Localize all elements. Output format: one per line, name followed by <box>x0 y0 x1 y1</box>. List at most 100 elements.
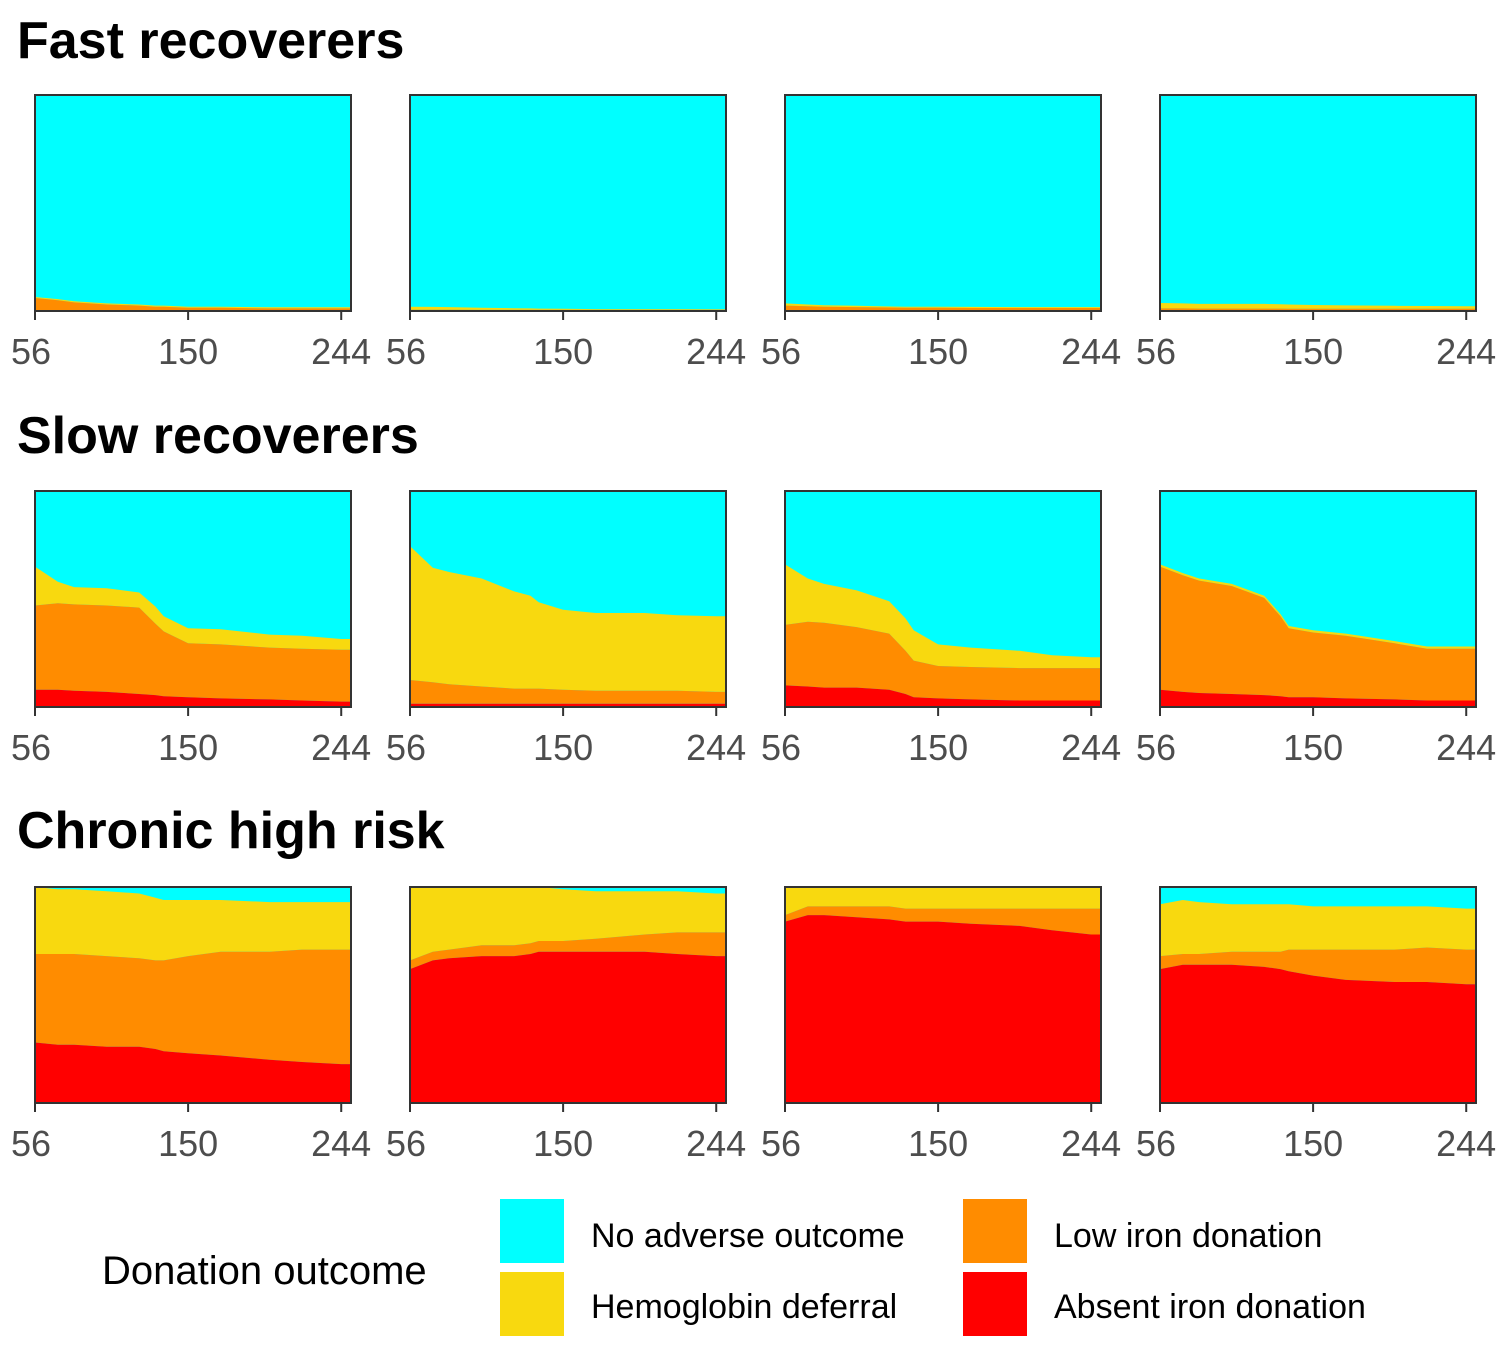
legend: Donation outcome No adverse outcome Hemo… <box>102 1199 1366 1336</box>
panel-border <box>784 490 1102 708</box>
panel-border <box>409 886 727 1104</box>
area-low <box>410 680 726 704</box>
x-tick-label: 56 <box>386 727 426 768</box>
area-absent <box>1160 964 1476 1103</box>
x-tick-label: 56 <box>1136 727 1176 768</box>
area-hb <box>35 566 351 650</box>
area-absent <box>35 1042 351 1103</box>
legend-label-none: No adverse outcome <box>591 1217 905 1255</box>
x-tick-label: 244 <box>686 331 746 372</box>
panel-border <box>409 94 727 312</box>
panels-layer: Fast recoverers 56 150 244 56 150 244 56 150 244 5… <box>11 12 1496 1164</box>
panel-2-0: 56 150 244 <box>11 886 371 1164</box>
x-tick-label: 56 <box>11 331 51 372</box>
x-tick-label: 56 <box>11 1123 51 1164</box>
row-title-0: Fast recoverers <box>17 12 404 70</box>
panel-1-2: 56 150 244 <box>761 490 1121 768</box>
area-hb <box>410 887 726 961</box>
area-absent <box>785 685 1101 707</box>
area-hb <box>785 303 1101 308</box>
row-title-1: Slow recoverers <box>17 407 419 465</box>
area-low <box>35 298 351 311</box>
area-none <box>1160 95 1476 311</box>
legend-swatch-low <box>963 1199 1027 1263</box>
panel-0-0: 56 150 244 <box>11 94 371 372</box>
panel-2-1: 56 150 244 <box>386 886 746 1164</box>
x-tick-label: 56 <box>761 331 801 372</box>
area-hb <box>1160 900 1476 957</box>
area-none <box>785 95 1101 311</box>
x-tick-label: 244 <box>311 727 371 768</box>
legend-label-hb: Hemoglobin deferral <box>591 1288 897 1326</box>
legend-swatch-none <box>500 1199 564 1263</box>
panel-border <box>1159 94 1477 312</box>
area-low <box>785 621 1101 701</box>
x-tick-label: 56 <box>11 727 51 768</box>
x-tick-label: 56 <box>1136 1123 1176 1164</box>
panel-1-0: 56 150 244 <box>11 490 371 768</box>
panel-0-1: 56 150 244 <box>386 94 746 372</box>
x-tick-label: 244 <box>1061 331 1121 372</box>
panel-1-3: 56 150 244 <box>1136 490 1496 768</box>
x-tick-label: 150 <box>908 1123 968 1164</box>
area-low <box>410 932 726 970</box>
area-hb <box>785 887 1101 916</box>
panel-2-2: 56 150 244 <box>761 886 1121 1164</box>
area-hb <box>35 887 351 961</box>
panel-border <box>784 94 1102 312</box>
panel-border <box>34 490 352 708</box>
panel-border <box>784 886 1102 1104</box>
x-tick-label: 150 <box>533 727 593 768</box>
area-none <box>410 95 726 311</box>
area-low <box>1160 566 1476 701</box>
panel-border <box>1159 886 1477 1104</box>
x-tick-label: 150 <box>1283 1123 1343 1164</box>
x-tick-label: 150 <box>1283 331 1343 372</box>
row-title-2: Chronic high risk <box>17 802 445 860</box>
x-tick-label: 150 <box>1283 727 1343 768</box>
area-low <box>35 603 351 702</box>
legend-label-absent: Absent iron donation <box>1054 1288 1366 1326</box>
area-hb <box>410 306 726 310</box>
panel-0-2: 56 150 244 <box>761 94 1121 372</box>
x-tick-label: 150 <box>533 331 593 372</box>
legend-swatch-hb <box>500 1272 564 1336</box>
legend-swatch-absent <box>963 1272 1027 1336</box>
area-hb <box>410 546 726 692</box>
panel-0-3: 56 150 244 <box>1136 94 1496 372</box>
x-tick-label: 56 <box>761 727 801 768</box>
x-tick-label: 244 <box>1436 1123 1496 1164</box>
x-tick-label: 150 <box>158 331 218 372</box>
x-tick-label: 150 <box>158 1123 218 1164</box>
x-tick-label: 56 <box>386 1123 426 1164</box>
area-absent <box>35 689 351 707</box>
x-tick-label: 244 <box>686 727 746 768</box>
legend-label-low: Low iron donation <box>1054 1217 1322 1255</box>
x-tick-label: 56 <box>386 331 426 372</box>
area-low <box>1160 947 1476 985</box>
panel-border <box>409 490 727 708</box>
x-tick-label: 244 <box>1436 727 1496 768</box>
panel-border <box>34 94 352 312</box>
area-hb <box>1160 303 1476 309</box>
area-none <box>35 95 351 311</box>
x-tick-label: 150 <box>908 727 968 768</box>
area-absent <box>1160 689 1476 707</box>
x-tick-label: 244 <box>1436 331 1496 372</box>
x-tick-label: 244 <box>311 1123 371 1164</box>
area-absent <box>410 951 726 1103</box>
panel-2-3: 56 150 244 <box>1136 886 1496 1164</box>
x-tick-label: 244 <box>1061 1123 1121 1164</box>
panel-1-1: 56 150 244 <box>386 490 746 768</box>
area-hb <box>1160 564 1476 649</box>
area-low <box>785 906 1101 935</box>
x-tick-label: 150 <box>158 727 218 768</box>
x-tick-label: 56 <box>1136 331 1176 372</box>
x-tick-label: 56 <box>761 1123 801 1164</box>
area-low <box>785 305 1101 311</box>
panel-border <box>34 886 352 1104</box>
x-tick-label: 150 <box>908 331 968 372</box>
x-tick-label: 244 <box>686 1123 746 1164</box>
area-hb <box>785 564 1101 669</box>
